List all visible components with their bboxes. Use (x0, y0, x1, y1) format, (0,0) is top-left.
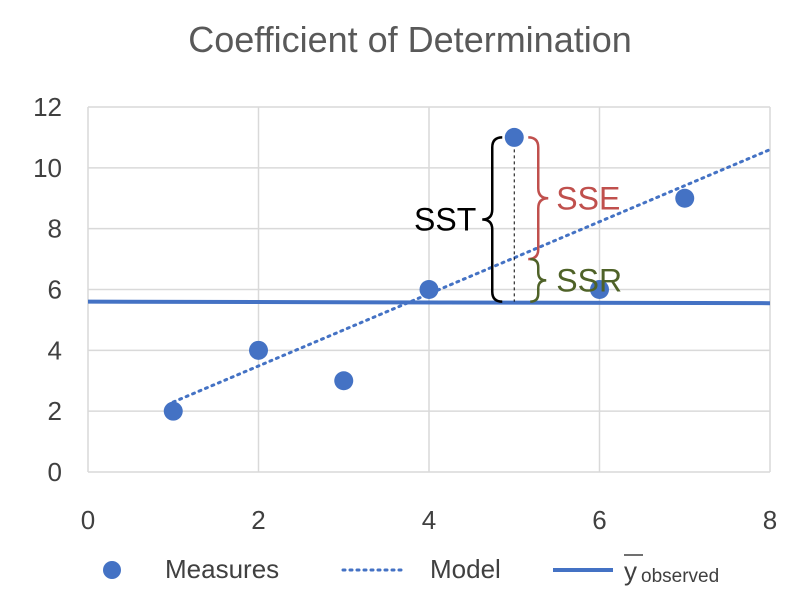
sst-label: SST (414, 202, 476, 238)
model-line (171, 148, 772, 404)
legend-observed-label: y (624, 556, 637, 586)
legend-measures-label: Measures (165, 554, 279, 584)
legend-observed-subscript: observed (641, 566, 719, 587)
x-tick-label: 6 (592, 505, 606, 535)
x-tick-label: 2 (251, 505, 265, 535)
y-tick-label: 4 (48, 335, 62, 365)
x-tick-label: 4 (422, 505, 436, 535)
y-tick-label: 12 (33, 92, 62, 122)
data-point (504, 127, 524, 147)
legend-measures-marker (103, 561, 121, 579)
y-tick-label: 2 (48, 396, 62, 426)
measures-series (163, 127, 695, 421)
chart-title: Coefficient of Determination (188, 19, 632, 60)
data-point (590, 280, 609, 299)
grid (87, 106, 771, 473)
data-point (419, 280, 439, 299)
y-tick-label: 0 (48, 457, 62, 487)
legend-model-label: Model (430, 554, 501, 584)
y-tick-label: 8 (48, 214, 62, 244)
data-point (334, 371, 354, 391)
y-tick-label: 10 (33, 153, 62, 183)
sse-label: SSE (556, 180, 620, 216)
x-tick-label: 8 (763, 505, 777, 535)
data-point (249, 340, 268, 360)
legend: Measures Model y observed (103, 554, 719, 587)
data-point (163, 401, 183, 421)
y-tick-label: 6 (48, 275, 62, 305)
sst-brace (482, 136, 503, 303)
x-axis: 0 2 4 6 8 (81, 505, 777, 535)
observed-mean-line (87, 299, 771, 306)
sse-brace (528, 136, 549, 261)
y-axis: 0 2 4 6 8 10 12 (33, 92, 62, 487)
ssr-label: SSR (556, 262, 622, 298)
ssr-brace (530, 257, 547, 303)
x-tick-label: 0 (81, 505, 95, 535)
data-point (675, 188, 695, 208)
